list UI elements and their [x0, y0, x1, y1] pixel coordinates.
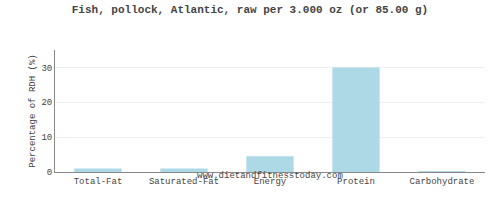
svg-text:www.dietandfitnesstoday.com: www.dietandfitnesstoday.com [197, 171, 343, 181]
svg-text:Carbohydrate: Carbohydrate [410, 177, 475, 187]
svg-text:Energy: Energy [254, 177, 287, 187]
svg-text:Total-Fat: Total-Fat [74, 177, 123, 187]
svg-text:Protein: Protein [337, 177, 375, 187]
svg-text:Percentage of RDH (%): Percentage of RDH (%) [28, 54, 38, 167]
svg-text:0: 0 [47, 168, 52, 178]
svg-text:20: 20 [41, 98, 52, 108]
svg-text:Fish, pollock, Atlantic, raw p: Fish, pollock, Atlantic, raw per 3.000 o… [72, 4, 428, 16]
svg-text:Saturated-Fat: Saturated-Fat [149, 177, 219, 187]
svg-text:30: 30 [41, 64, 52, 74]
svg-text:10: 10 [41, 133, 52, 143]
